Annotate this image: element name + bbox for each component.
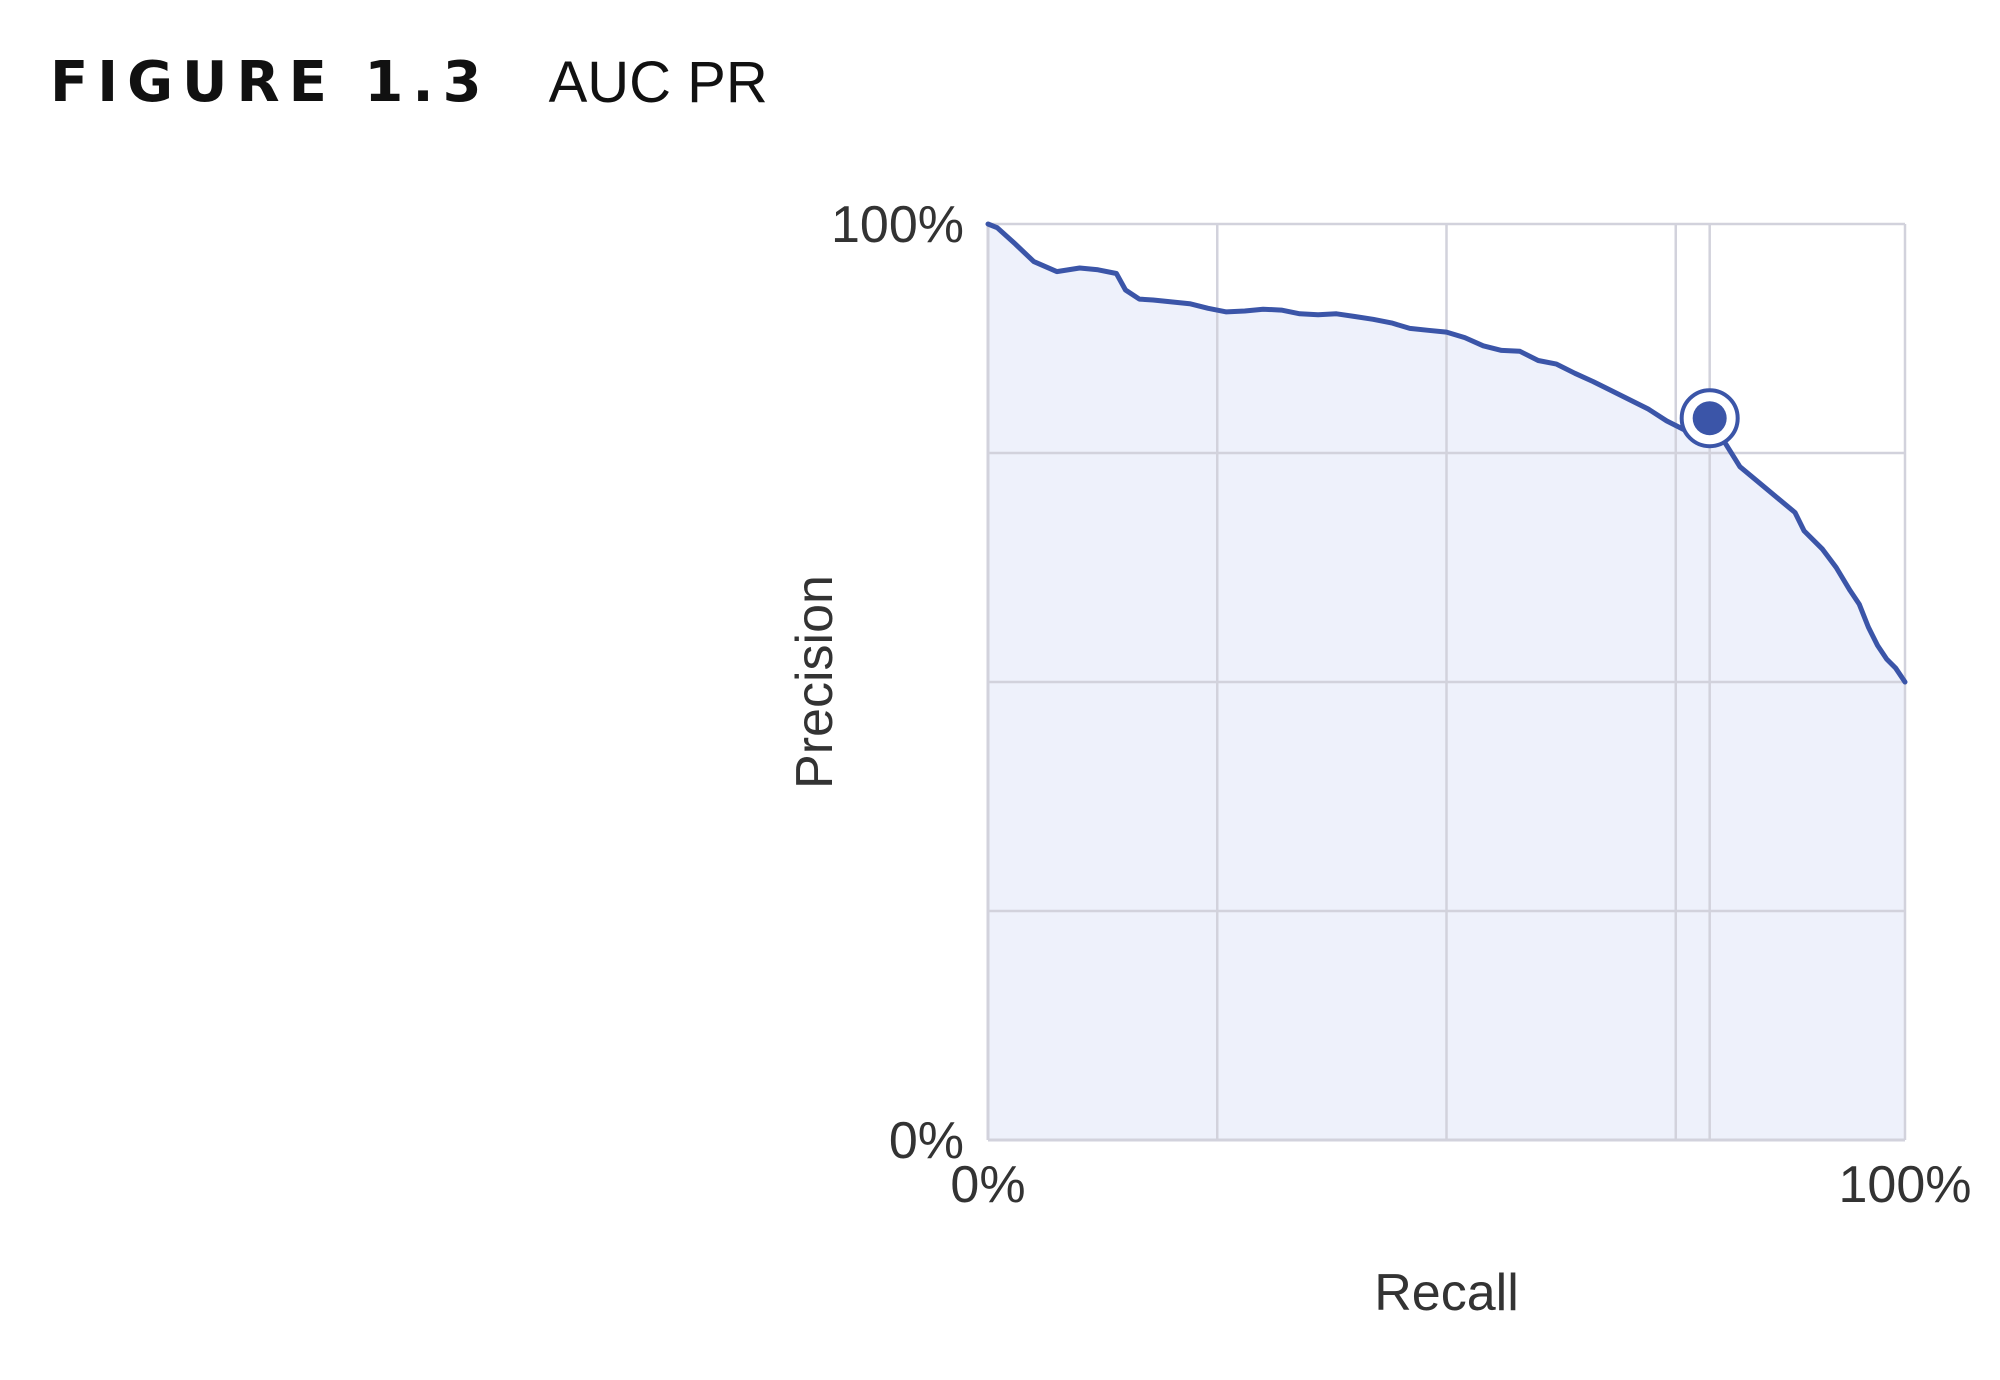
x-axis-label: Recall bbox=[1374, 1264, 1519, 1322]
y-tick-label-100: 100% bbox=[831, 196, 964, 254]
x-tick-label-0: 0% bbox=[950, 1156, 1025, 1214]
y-axis-label: Precision bbox=[786, 575, 844, 789]
figure-header: FIGURE 1.3 AUC PR bbox=[50, 42, 768, 122]
x-tick-label-100: 100% bbox=[1839, 1156, 1972, 1214]
pr-curve-line bbox=[985, 221, 1908, 685]
figure-number: FIGURE 1.3 bbox=[50, 49, 491, 115]
figure-caption: AUC PR bbox=[548, 49, 768, 115]
highlight-point-dot bbox=[1692, 401, 1727, 436]
y-tick-label-0: 0% bbox=[889, 1112, 964, 1170]
